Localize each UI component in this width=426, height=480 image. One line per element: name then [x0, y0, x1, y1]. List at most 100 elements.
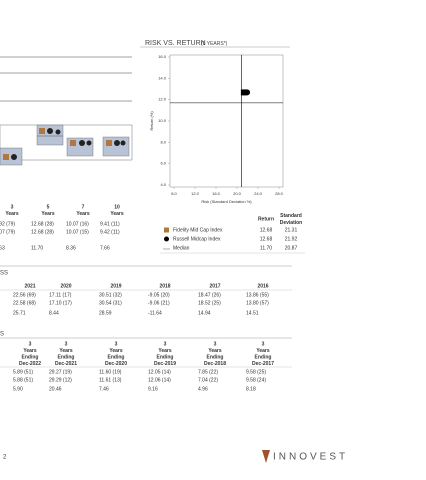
cell: 4.96 [198, 386, 208, 392]
cell: 12.68 [260, 227, 273, 233]
cell: 22.56 (69) [13, 292, 36, 298]
cell: 9.42 (11) [100, 229, 120, 235]
cell: 21.92 [285, 236, 298, 242]
cell: 14.51 [246, 310, 259, 316]
cell: 12.68 (28) [31, 229, 54, 235]
cell: 9.58 (25) [246, 369, 266, 375]
cell: 5.92 (79) [0, 221, 15, 227]
column-header: Years [256, 348, 270, 354]
x-tick-label: 20.0 [233, 191, 242, 196]
cell: Russell Midcap Index [173, 236, 221, 242]
section-title: SS [0, 271, 8, 277]
cell: 7.46 [99, 386, 109, 392]
column-header: 2018 [159, 283, 170, 289]
cell: 9.41 (11) [100, 221, 120, 227]
cell: 11.60 (19) [99, 369, 122, 375]
point [240, 89, 247, 96]
cell: 12.06 (14) [148, 377, 171, 383]
cell: 12.05 (14) [148, 369, 171, 375]
column-header: 2019 [110, 283, 121, 289]
column-header: 2017 [209, 283, 220, 289]
cell: 5.89 (51) [13, 369, 33, 375]
cell: 7.85 (22) [198, 369, 218, 375]
cell: 7.04 (22) [198, 377, 218, 383]
column-header: 3 [65, 341, 68, 347]
y-tick-label: 10.0 [158, 118, 167, 123]
cell: 8.18 [246, 386, 256, 392]
y-tick-label: 6.0 [160, 161, 166, 166]
column-header: Dec-2017 [252, 361, 274, 367]
column-header: Ending [157, 354, 174, 360]
cell: 12.68 [260, 236, 273, 242]
column-header: 3 [214, 341, 217, 347]
column-header: 5 [47, 204, 50, 210]
column-header: Standard [280, 213, 302, 219]
column-header: Dec-2018 [204, 361, 226, 367]
cell: 25.71 [13, 310, 26, 316]
column-header: 2021 [24, 283, 35, 289]
cell: 12.68 (28) [31, 221, 54, 227]
cell: 8.36 [66, 245, 76, 251]
y-tick-label: 8.0 [160, 139, 166, 144]
cell: Fidelity Mid Cap Index [173, 227, 223, 233]
cell: -9.05 (20) [148, 292, 170, 298]
subtitle: (5 YEARS*) [201, 41, 228, 47]
column-header: Dec-2019 [154, 361, 176, 367]
column-header: 2020 [60, 283, 71, 289]
x-axis-label: Risk (Standard Deviation %) [201, 199, 252, 204]
cell: -11.64 [148, 310, 162, 316]
y-tick-label: 4.0 [160, 182, 166, 187]
x-tick-label: 8.0 [171, 191, 177, 196]
column-header: Ending [207, 354, 224, 360]
cell: 17.11 (17) [49, 292, 72, 298]
cell: 20.87 [285, 245, 298, 251]
column-header: Dec-2022 [19, 361, 41, 367]
cell: 5.88 (51) [13, 377, 33, 383]
cell: 21.31 [285, 227, 298, 233]
column-header: Years [208, 348, 222, 354]
column-header: Ending [22, 354, 39, 360]
column-header: Years [109, 348, 123, 354]
column-header: 7 [82, 204, 85, 210]
cell: 11.70 [31, 245, 43, 251]
y-tick-label: 16.0 [158, 54, 167, 59]
cell: 17.10 (17) [49, 300, 72, 306]
cell: 30.54 (31) [99, 300, 122, 306]
column-header: 2016 [257, 283, 268, 289]
column-header: 3 [115, 341, 118, 347]
cell: 11.61 (13) [99, 377, 122, 383]
cell: 11.70 [260, 245, 272, 251]
cell: 10.07 (15) [66, 229, 89, 235]
x-tick-label: 12.0 [191, 191, 200, 196]
section-title: S [0, 332, 4, 338]
cell: 14.94 [198, 310, 211, 316]
column-header: 3 [164, 341, 167, 347]
logo-mark [262, 450, 270, 463]
cell: -9.06 (21) [148, 300, 170, 306]
column-header: 3 [29, 341, 32, 347]
x-tick-label: 24.0 [254, 191, 263, 196]
cell: 5.07 (79) [0, 229, 15, 235]
column-header: Years [76, 211, 90, 217]
cropped-chart [0, 56, 133, 166]
column-header: Return [258, 216, 274, 222]
logo: INNOVEST [273, 452, 348, 463]
cell: 22.58 (68) [13, 300, 36, 306]
x-tick-label: 28.0 [275, 191, 284, 196]
cell: 9.58 (24) [246, 377, 266, 383]
cell: 18.47 (26) [198, 292, 221, 298]
column-header: Dec-2021 [55, 361, 77, 367]
cell: 13.86 (55) [246, 292, 269, 298]
cell: 20.46 [49, 386, 62, 392]
column-header: 3 [11, 204, 14, 210]
y-tick-label: 14.0 [158, 75, 167, 80]
cell: 9.16 [148, 386, 158, 392]
cell: 10.07 (16) [66, 221, 89, 227]
legend-swatch [164, 236, 169, 242]
column-header: Years [23, 348, 37, 354]
cell: 8.44 [49, 310, 59, 316]
title: RISK VS. RETURN [145, 40, 206, 47]
column-header: Ending [58, 354, 75, 360]
cell: 29.27 (19) [49, 369, 72, 375]
